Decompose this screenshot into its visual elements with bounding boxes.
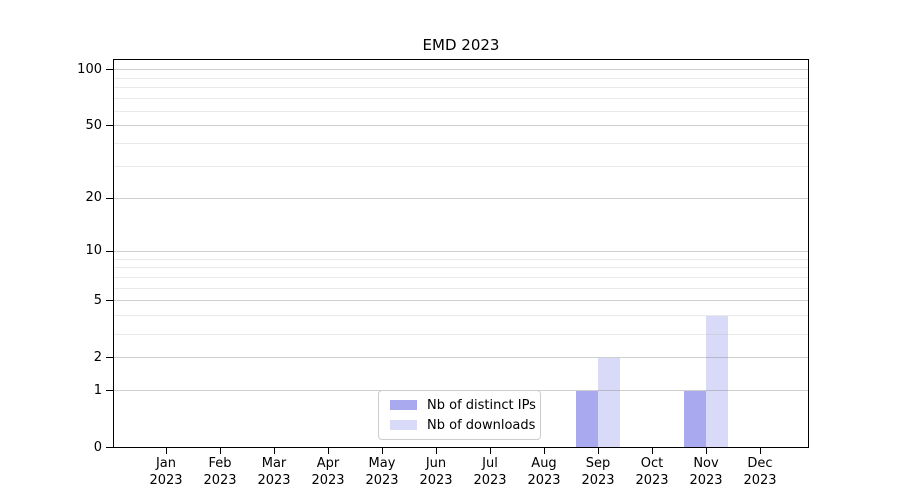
x-tick-label: Aug 2023 bbox=[517, 455, 571, 489]
x-tick-label: Dec 2023 bbox=[733, 455, 787, 489]
gridline-major bbox=[114, 300, 808, 302]
x-tick-label: Mar 2023 bbox=[247, 455, 301, 489]
x-tick-year: 2023 bbox=[743, 473, 777, 488]
x-tick-year: 2023 bbox=[635, 473, 669, 488]
x-tick-mark bbox=[273, 448, 275, 454]
gridline-minor bbox=[114, 258, 808, 260]
legend-swatch-downloads bbox=[390, 420, 417, 430]
gridline-minor bbox=[114, 87, 808, 89]
x-tick-label: Sep 2023 bbox=[571, 455, 625, 489]
legend-item-distinct-ips: Nb of distinct IPs bbox=[390, 398, 540, 413]
x-tick-mark bbox=[651, 448, 653, 454]
x-tick-mark bbox=[327, 448, 329, 454]
y-tick-mark bbox=[106, 300, 113, 302]
gridline-minor bbox=[114, 276, 808, 278]
gridline-minor bbox=[114, 267, 808, 269]
gridline-minor bbox=[114, 77, 808, 79]
x-tick-year: 2023 bbox=[581, 473, 615, 488]
gridline-major bbox=[114, 197, 808, 199]
gridline-minor bbox=[114, 315, 808, 317]
y-tick-label: 20 bbox=[85, 190, 102, 206]
gridline-major bbox=[114, 69, 808, 71]
x-tick-label: Jul 2023 bbox=[463, 455, 517, 489]
y-tick-label: 100 bbox=[77, 61, 102, 77]
y-tick-mark bbox=[106, 447, 113, 448]
x-tick-label: Oct 2023 bbox=[625, 455, 679, 489]
y-tick-mark bbox=[106, 69, 113, 71]
gridline-minor bbox=[114, 165, 808, 167]
chart-title: EMD 2023 bbox=[422, 36, 500, 54]
y-tick-label: 0 bbox=[93, 439, 102, 455]
x-tick-year: 2023 bbox=[149, 473, 183, 488]
x-tick-mark bbox=[381, 448, 383, 454]
x-tick-year: 2023 bbox=[203, 473, 237, 488]
bar-downloads-sep bbox=[598, 357, 620, 447]
legend: Nb of distinct IPs Nb of downloads bbox=[378, 390, 541, 440]
x-tick-year: 2023 bbox=[311, 473, 345, 488]
x-tick-label: Jan 2023 bbox=[139, 455, 193, 489]
gridline-major bbox=[114, 357, 808, 359]
x-tick-label: Nov 2023 bbox=[679, 455, 733, 489]
y-tick-label: 10 bbox=[85, 243, 102, 259]
x-tick-mark bbox=[543, 448, 545, 454]
gridline-major bbox=[114, 250, 808, 252]
x-tick-mark bbox=[597, 448, 599, 454]
legend-label-distinct-ips: Nb of distinct IPs bbox=[427, 397, 536, 413]
gridline-minor bbox=[114, 287, 808, 289]
gridline-minor bbox=[114, 98, 808, 100]
x-tick-label: Feb 2023 bbox=[193, 455, 247, 489]
x-tick-mark bbox=[759, 448, 761, 454]
gridline-minor bbox=[114, 110, 808, 112]
y-tick-label: 1 bbox=[93, 382, 102, 398]
gridline-minor bbox=[114, 143, 808, 145]
gridline-minor bbox=[114, 333, 808, 335]
bar-distinct-ips-nov bbox=[684, 390, 706, 447]
y-tick-mark bbox=[106, 390, 113, 392]
legend-label-downloads: Nb of downloads bbox=[427, 417, 536, 433]
y-tick-mark bbox=[106, 357, 113, 359]
x-tick-year: 2023 bbox=[473, 473, 507, 488]
x-tick-year: 2023 bbox=[419, 473, 453, 488]
y-tick-mark bbox=[106, 125, 113, 127]
y-tick-mark bbox=[106, 250, 113, 252]
legend-swatch-distinct-ips bbox=[390, 400, 417, 410]
y-tick-label: 5 bbox=[93, 292, 102, 308]
x-tick-label: Apr 2023 bbox=[301, 455, 355, 489]
x-tick-label: May 2023 bbox=[355, 455, 409, 489]
x-tick-mark bbox=[435, 448, 437, 454]
y-tick-label: 50 bbox=[85, 117, 102, 133]
x-tick-mark bbox=[165, 448, 167, 454]
x-tick-mark bbox=[705, 448, 707, 454]
legend-item-downloads: Nb of downloads bbox=[390, 418, 540, 433]
x-tick-year: 2023 bbox=[689, 473, 723, 488]
x-tick-mark bbox=[219, 448, 221, 454]
x-tick-mark bbox=[489, 448, 491, 454]
bar-downloads-nov bbox=[706, 315, 728, 447]
x-tick-year: 2023 bbox=[257, 473, 291, 488]
y-tick-mark bbox=[106, 197, 113, 199]
x-tick-label: Jun 2023 bbox=[409, 455, 463, 489]
bar-distinct-ips-sep bbox=[576, 390, 598, 447]
x-tick-year: 2023 bbox=[527, 473, 561, 488]
gridline-major bbox=[114, 125, 808, 127]
x-tick-year: 2023 bbox=[365, 473, 399, 488]
y-tick-label: 2 bbox=[93, 349, 102, 365]
